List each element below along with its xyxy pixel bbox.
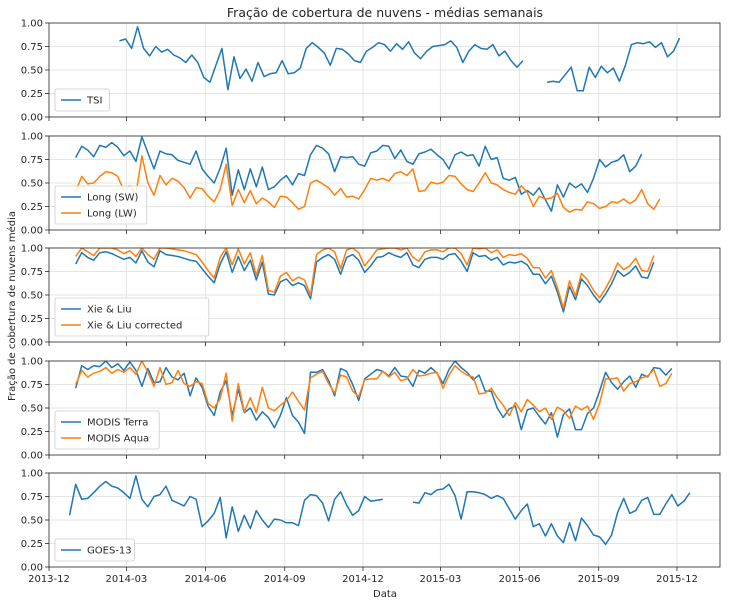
legend-label: MODIS Terra [87, 418, 148, 429]
x-tick-label: 2015-09 [578, 574, 620, 585]
y-tick-label: 0.00 [21, 563, 43, 574]
y-tick-label: 0.00 [21, 451, 43, 462]
y-tick-label: 0.50 [21, 66, 43, 77]
x-tick-label: 2014-06 [185, 574, 227, 585]
chart-title: Fração de cobertura de nuvens - médias s… [227, 5, 543, 20]
x-tick-label: 2014-03 [106, 574, 148, 585]
y-tick-label: 1.00 [21, 469, 43, 480]
legend: Long (SW) Long (LW) [54, 185, 148, 225]
series-line-long-lw- [75, 154, 661, 213]
series-line-modis-aqua [75, 361, 673, 422]
y-tick-label: 1.00 [21, 244, 43, 255]
panel-1: 0.00 0.25 0.50 0.75 1.00 TSI [21, 19, 721, 124]
panel-frame [48, 22, 721, 118]
y-tick-label: 0.00 [21, 113, 43, 124]
y-tick-label: 0.50 [21, 179, 43, 190]
legend-box [54, 538, 135, 562]
y-tick-label: 0.25 [21, 314, 43, 325]
legend-label: Long (SW) [87, 193, 139, 204]
panel-4: 0.00 0.25 0.50 0.75 1.00 MODIS Terra MODIS Aqu… [21, 357, 721, 462]
legend-label: MODIS Aqua [87, 434, 149, 445]
panel-frame [48, 472, 721, 568]
y-tick-label: 1.00 [21, 357, 43, 368]
y-tick-label: 0.25 [21, 202, 43, 213]
panel-2: 0.00 0.25 0.50 0.75 1.00 Long (SW) Long (LW) [21, 132, 721, 237]
panels-group: 0.00 0.25 0.50 0.75 1.00 TSI 0.00 0.25 0.50 0.75 1… [21, 19, 721, 585]
x-tick-label: 2013-12 [28, 574, 70, 585]
legend-label: GOES-13 [87, 546, 132, 557]
y-tick-label: 0.50 [21, 516, 43, 527]
legend: Xie & Liu Xie & Liu corrected [54, 297, 210, 337]
y-tick-label: 0.75 [21, 42, 43, 53]
panel-frame [48, 360, 721, 456]
legend-box [54, 410, 160, 450]
x-tick-label: 2015-06 [499, 574, 541, 585]
series-line-goes-13 [68, 475, 691, 546]
series-line-tsi [119, 26, 681, 92]
legend-label: TSI [86, 96, 102, 107]
y-tick-label: 0.75 [21, 155, 43, 166]
legend-box [54, 297, 210, 337]
x-tick-label: 2015-12 [656, 574, 698, 585]
y-tick-label: 0.75 [21, 492, 43, 503]
legend-box [54, 88, 110, 112]
legend-box [54, 185, 148, 225]
y-tick-label: 1.00 [21, 19, 43, 30]
y-tick-label: 0.50 [21, 404, 43, 415]
y-tick-label: 0.25 [21, 539, 43, 550]
y-tick-label: 0.25 [21, 427, 43, 438]
y-tick-label: 0.75 [21, 380, 43, 391]
x-tick-label: 2015-03 [420, 574, 462, 585]
x-tick-label: 2014-12 [342, 574, 384, 585]
legend: GOES-13 [54, 538, 135, 562]
series-line-xie-liu-corrected [75, 248, 655, 309]
y-tick-label: 0.75 [21, 267, 43, 278]
legend-label: Xie & Liu [87, 305, 132, 316]
series-line-modis-terra [74, 361, 673, 438]
x-tick-label: 2014-09 [264, 574, 306, 585]
series-line-long-sw- [75, 136, 643, 212]
y-tick-label: 0.25 [21, 89, 43, 100]
y-axis-label: Fração de cobertura de nuvens média [6, 211, 18, 401]
x-axis-label: Data [373, 589, 397, 600]
panel-frame [48, 135, 721, 231]
y-tick-label: 0.50 [21, 291, 43, 302]
y-tick-label: 0.00 [21, 338, 43, 349]
panel-5: 0.00 0.25 0.50 0.75 1.00 2013-12 2014-03 2014-0… [21, 469, 721, 585]
legend: TSI [54, 88, 110, 112]
panel-frame [48, 247, 721, 343]
series-line-xie-liu [75, 250, 655, 313]
legend: MODIS Terra MODIS Aqua [54, 410, 160, 450]
panel-3: 0.00 0.25 0.50 0.75 1.00 Xie & Liu Xie & Liu c… [21, 244, 721, 349]
y-tick-label: 1.00 [21, 132, 43, 143]
legend-label: Long (LW) [87, 209, 137, 220]
legend-label: Xie & Liu corrected [87, 321, 182, 332]
y-tick-label: 0.00 [21, 226, 43, 237]
